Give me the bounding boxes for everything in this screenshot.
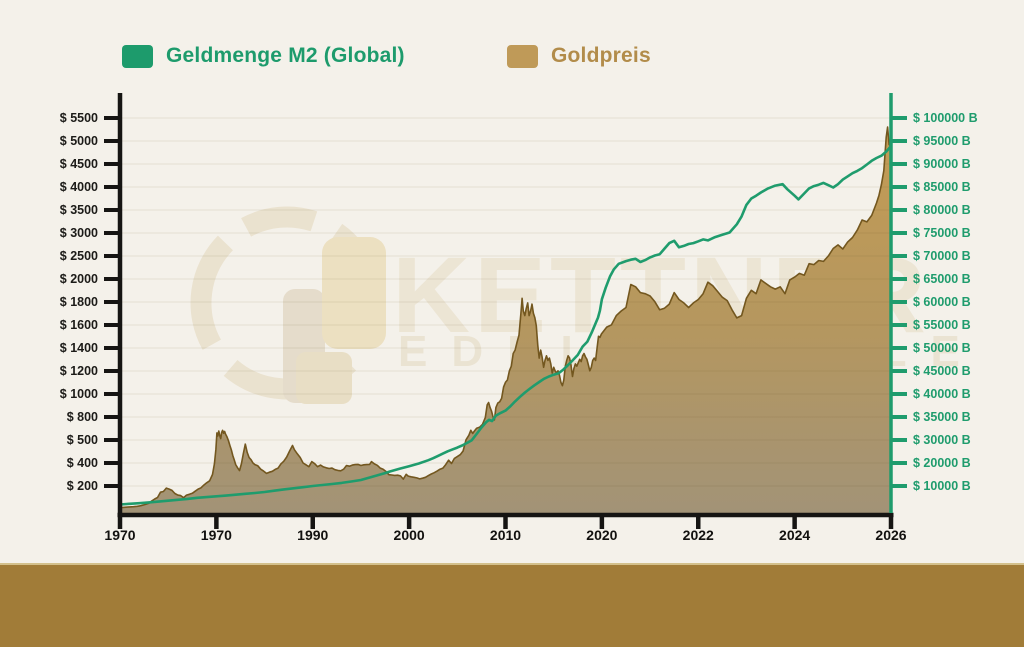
grid-layer — [122, 117, 890, 487]
axis-tick-label: $ 4000 — [59, 180, 98, 194]
axis-tick-label: $ 75000 B — [913, 226, 971, 240]
axis-tick-label: $ 5000 — [59, 134, 98, 148]
stroke-layer — [118, 126, 893, 509]
watermark-logo-bar-bottom — [296, 352, 352, 404]
gold-legend-swatch — [507, 44, 538, 68]
axis-tick-label: $ 70000 B — [913, 249, 971, 263]
axis-tick-label: $ 1200 — [59, 364, 98, 378]
footer-gold-bar — [0, 563, 1024, 647]
m2-legend-swatch — [122, 44, 153, 68]
axis-tick-label: $ 85000 B — [913, 180, 971, 194]
legend-item-gold: Goldpreis — [507, 44, 651, 68]
axis-tick-label: $ 45000 B — [913, 364, 971, 378]
legend-item-m2: Geldmenge M2 (Global) — [122, 44, 405, 68]
axis-tick-label: $ 3000 — [59, 226, 98, 240]
axis-tick-label: $ 95000 B — [913, 134, 971, 148]
legend: Geldmenge M2 (Global) Goldpreis — [0, 0, 1024, 90]
axis-tick-label: $ 1800 — [59, 295, 98, 309]
axis-tick-label: 2020 — [586, 527, 618, 543]
axis-tick-label: $ 30000 B — [913, 433, 971, 447]
right-axis-labels: $ 100000 B $ 95000 B $ 90000 B $ 85000 B $ 8… — [913, 0, 1023, 647]
gold-legend-label: Goldpreis — [551, 44, 651, 67]
axis-tick-label: $ 60000 B — [913, 295, 971, 309]
axis-tick-label: $ 55000 B — [913, 318, 971, 332]
axis-tick-label: $ 1600 — [59, 318, 98, 332]
axis-tick-label: 2026 — [875, 527, 907, 543]
axis-tick-label: $ 20000 B — [913, 456, 971, 470]
axis-tick-label: $ 80000 B — [913, 203, 971, 217]
x-axis-labels: 1970 1970 1990 2000 2010 2020 2022 2024 2026 — [0, 527, 1024, 551]
axis-tick-label: $ 10000 B — [913, 479, 971, 493]
goldpreis-line — [119, 126, 892, 509]
axis-tick-label: $ 1400 — [59, 341, 98, 355]
axis-tick-label: $ 1000 — [59, 387, 98, 401]
axis-tick-label: $ 2000 — [59, 272, 98, 286]
axis-tick-label: 2024 — [779, 527, 811, 543]
axis-tick-label: $ 50000 B — [913, 341, 971, 355]
watermark-logo-bar-tall — [322, 237, 386, 349]
axis-tick-label: $ 3500 — [59, 203, 98, 217]
axes-layer — [104, 93, 907, 529]
axis-tick-label: $ 500 — [66, 433, 98, 447]
axis-tick-label: 2022 — [682, 527, 714, 543]
axis-tick-label: $ 4500 — [59, 157, 98, 171]
axis-tick-label: $ 90000 B — [913, 157, 971, 171]
axis-tick-label: 1970 — [104, 527, 136, 543]
axis-tick-label: 2010 — [489, 527, 522, 543]
axis-tick-label: $ 2500 — [59, 249, 98, 263]
m2-legend-label: Geldmenge M2 (Global) — [166, 44, 405, 67]
axis-tick-label: $ 65000 B — [913, 272, 971, 286]
axis-tick-label: $ 100000 B — [913, 111, 978, 125]
axis-tick-label: $ 35000 B — [913, 410, 971, 424]
axis-tick-label: $ 200 — [66, 479, 98, 493]
left-axis-labels: $ 5500 $ 5000 $ 4500 $ 4000 $ 3500 $ 3000 $ 25… — [0, 0, 98, 647]
axis-tick-label: $ 400 — [66, 456, 98, 470]
axis-tick-label: $ 5500 — [59, 111, 98, 125]
axis-tick-label: $ 800 — [66, 410, 98, 424]
m2-line — [118, 144, 893, 506]
axis-tick-label: 2000 — [393, 527, 425, 543]
goldpreis-area — [120, 127, 891, 515]
axis-tick-label: $ 40000 B — [913, 387, 971, 401]
axis-tick-label: 1990 — [297, 527, 329, 543]
series-layer — [120, 127, 891, 515]
axis-tick-label: 1970 — [200, 527, 232, 543]
